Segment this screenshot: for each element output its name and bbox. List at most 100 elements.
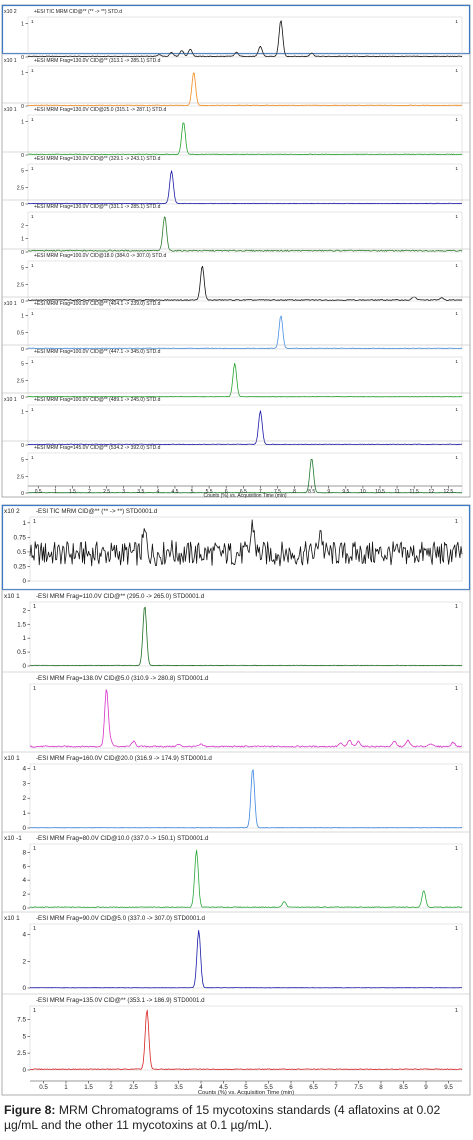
trace-line	[29, 1009, 463, 1070]
y-tick-label: 8	[22, 849, 26, 856]
y-tick-label: 0	[21, 202, 24, 208]
x-tick-label: 1	[54, 489, 57, 495]
x-tick-label: 5.5	[264, 1084, 273, 1091]
trace-line	[27, 315, 463, 350]
panel-9: x10 1 +ESI MRM Frag=100.0V CID@** (489.1 …	[2, 392, 470, 449]
chart-negative-mode: x10 2 -ESI TIC MRM CID@** (** -> **) STD0…	[1, 504, 471, 1096]
panel-corner-right: 1	[455, 1008, 458, 1014]
y-tick-label: 2.5	[17, 474, 24, 480]
panel-10: +ESI MRM Frag=145.0V CID@** (534.2 -> 39…	[2, 440, 470, 497]
x-axis-label: Counts (%) vs. Acquisition Time (min)	[198, 1090, 294, 1096]
panel-corner-right: 1	[455, 407, 458, 413]
x-tick-label: 1.5	[69, 489, 76, 495]
y-tick-label: 4	[22, 765, 26, 772]
y-tick-label: 1	[21, 410, 24, 416]
y-tick-label: 2.5	[17, 282, 24, 288]
y-tick-label: 2.5	[17, 378, 24, 384]
y-tick-label: 0	[21, 395, 24, 401]
y-tick-label: 0.75	[14, 534, 27, 541]
x-tick-label: 2	[88, 489, 91, 495]
y-tick-label: 2	[22, 891, 26, 898]
x-tick-label: 11.5	[409, 489, 419, 495]
panel-corner-left: 1	[31, 68, 34, 74]
plot-area	[27, 404, 463, 446]
panel-1: x10 2 -ESI TIC MRM CID@** (** -> **) STD0…	[4, 508, 463, 585]
plot-area	[27, 114, 463, 156]
y-tick-label: 0.5	[17, 649, 26, 656]
trace-line	[27, 216, 463, 252]
panel-corner-right: 1	[455, 263, 458, 269]
x-tick-label: 9	[327, 489, 330, 495]
panel-corner-left: 1	[31, 359, 34, 365]
y-tick-label: 0	[21, 347, 24, 353]
trace-line	[27, 458, 463, 494]
x-tick-label: 7	[259, 489, 262, 495]
panel-4: +ESI MRM Frag=130.0V CID@** (329.1 -> 24…	[2, 151, 470, 208]
x-tick-label: 7.5	[354, 1084, 363, 1091]
panel-corner-left: 1	[31, 311, 34, 317]
y-tick-label: 5	[21, 362, 24, 368]
y-tick-label: 1	[22, 810, 26, 817]
panel-corner-left: 1	[31, 19, 34, 25]
x-tick-label: 1	[64, 1084, 68, 1091]
panel-corner-right: 1	[455, 766, 458, 772]
panel-corner-right: 1	[455, 604, 458, 610]
x-tick-label: 5	[244, 1084, 248, 1091]
plot-area	[27, 308, 463, 350]
y-tick-label: 0.5	[17, 330, 24, 336]
trace-line	[27, 410, 463, 446]
panel-title: -ESI MRM Frag=90.0V CID@5.0 (337.0 -> 30…	[36, 915, 206, 922]
x-tick-label: 10	[360, 489, 366, 495]
y-tick-label: 5	[21, 458, 24, 464]
y-tick-label: 1	[21, 22, 24, 28]
panel-1: x10 2 +ESI TIC MRM CID@** (** -> **) STD.…	[4, 9, 463, 61]
panel-title: +ESI TIC MRM CID@** (** -> **) STD.d	[34, 9, 122, 15]
trace-line	[27, 170, 463, 205]
y-tick-label: 0	[21, 250, 24, 256]
x-tick-label: 6.5	[309, 1084, 318, 1091]
x-tick-label: 4.5	[219, 1084, 228, 1091]
panel-6: x10 1 -ESI MRM Frag=90.0V CID@5.0 (337.0 …	[2, 911, 470, 992]
y-tick-label: 0	[21, 491, 24, 497]
x-tick-label: 7	[334, 1084, 338, 1091]
plot-area	[29, 843, 463, 909]
x-axis-label: Counts (%) vs. Acquisition Time (min)	[203, 493, 286, 499]
panel-corner-right: 1	[455, 686, 458, 692]
panel-exponent: x10 2	[4, 9, 17, 15]
y-tick-label: 4	[22, 877, 26, 884]
trace-line	[29, 606, 463, 667]
trace-line	[29, 519, 463, 567]
trace-line	[27, 122, 463, 156]
x-tick-label: 4	[199, 1084, 203, 1091]
y-tick-label: 2	[22, 795, 26, 802]
x-tick-label: 2.5	[129, 1084, 138, 1091]
y-tick-label: 0	[22, 663, 26, 670]
panel-title: +ESI MRM Frag=100.0V CID@** (404.1 -> 23…	[34, 301, 161, 307]
x-tick-label: 5.5	[206, 489, 213, 495]
y-tick-label: 0	[22, 825, 26, 832]
y-tick-label: 0	[22, 985, 26, 992]
x-tick-label: 4	[156, 489, 159, 495]
panel-title: +ESI MRM Frag=130.0V CID@** (331.1 -> 28…	[34, 204, 161, 210]
panel-4: x10 1 -ESI MRM Frag=160.0V CID@20.0 (316.…	[2, 751, 470, 832]
panel-5: +ESI MRM Frag=130.0V CID@** (331.1 -> 28…	[2, 199, 470, 256]
plot-area	[29, 923, 463, 989]
y-tick-label: 6	[22, 863, 26, 870]
y-tick-label: 1.5	[17, 621, 26, 628]
panel-corner-right: 1	[455, 359, 458, 365]
y-tick-label: 5	[22, 1033, 26, 1040]
y-tick-label: 7.5	[17, 1016, 26, 1023]
x-tick-label: 3	[154, 1084, 158, 1091]
panel-corner-left: 1	[33, 1008, 36, 1014]
panel-3: -ESI MRM Frag=138.0V CID@5.0 (310.9 -> 2…	[2, 671, 470, 749]
trace-line	[27, 265, 463, 301]
y-tick-label: 1	[21, 120, 24, 126]
x-tick-label: 9.5	[342, 489, 349, 495]
x-tick-label: 12	[428, 489, 434, 495]
panel-title: -ESI MRM Frag=110.0V CID@** (295.0 -> 26…	[36, 593, 205, 600]
panel-corner-left: 1	[31, 117, 34, 123]
panel-corner-left: 1	[31, 455, 34, 461]
panel-7: -ESI MRM Frag=135.0V CID@** (353.1 -> 18…	[2, 993, 470, 1074]
trace-line	[27, 72, 463, 107]
y-tick-label: 0	[22, 905, 26, 912]
